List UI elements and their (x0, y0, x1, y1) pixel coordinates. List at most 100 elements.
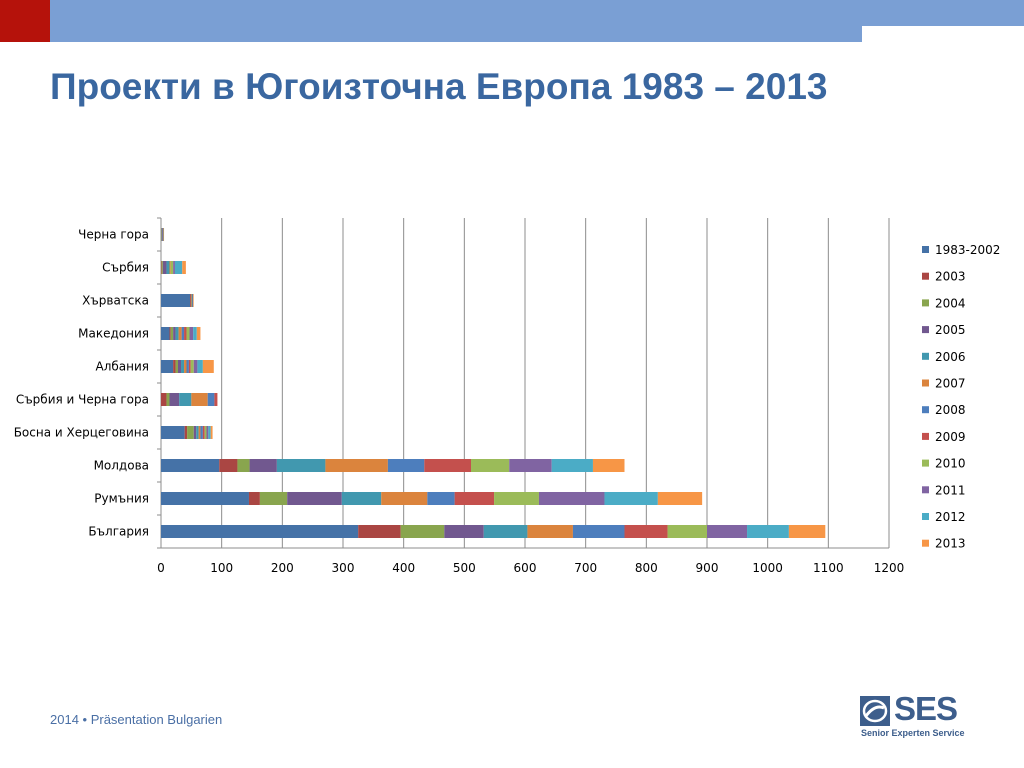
legend-swatch (922, 539, 929, 547)
bar-segment (187, 426, 194, 439)
bar-segment (173, 360, 176, 373)
legend-label: 2011 (935, 483, 966, 497)
bar-segment (162, 261, 167, 274)
legend-swatch (922, 432, 929, 440)
legend-label: 2004 (935, 296, 966, 310)
bar-segment (169, 261, 171, 274)
legend-swatch (922, 486, 929, 494)
bar-segment (193, 360, 198, 373)
bar-segment (166, 393, 170, 406)
bar-segment (170, 327, 174, 340)
bar-segment (188, 360, 191, 373)
legend-label: 2012 (935, 510, 966, 524)
stacked-bar-chart: 0 100 200 300 400 500 600 700 800 900 1000 1100 1200… (14, 217, 1000, 575)
bar-segment (276, 459, 326, 472)
bar-segment (454, 492, 495, 505)
bar-segment (747, 525, 789, 538)
bar-segment (190, 294, 192, 307)
bar-segment (170, 261, 174, 274)
bar-segment (657, 492, 703, 505)
bar-segment (707, 525, 748, 538)
x-tick-label: 600 (514, 561, 537, 575)
x-tick-label: 400 (392, 561, 415, 575)
bar-segment (527, 525, 573, 538)
bar-segment (191, 294, 193, 307)
x-tick-label: 900 (696, 561, 719, 575)
category-label: Албания (96, 360, 150, 374)
x-tick-label: 1100 (813, 561, 844, 575)
bar-segment (192, 294, 194, 307)
category-label: Сърбия и Черна гора (16, 393, 149, 407)
bar-segment (624, 525, 668, 538)
bar-segment (325, 459, 388, 472)
logo-emblem-icon (860, 696, 890, 726)
bar-segment (191, 393, 208, 406)
bar-segment (572, 525, 625, 538)
x-tick-label: 500 (453, 561, 476, 575)
bar-segment (387, 459, 425, 472)
legend-swatch (922, 272, 929, 280)
bar-segment (184, 360, 187, 373)
legend-label: 2003 (935, 270, 966, 284)
x-tick-label: 800 (635, 561, 658, 575)
x-tick-label: 300 (332, 561, 355, 575)
bar-segment (161, 228, 162, 241)
ses-logo: SES Senior Experten Service (860, 690, 980, 742)
legend-label: 2005 (935, 323, 966, 337)
x-tick-label: 700 (574, 561, 597, 575)
bar-segment (207, 393, 215, 406)
x-tick-label: 100 (210, 561, 233, 575)
bar-segment (178, 327, 182, 340)
bar-segment (237, 459, 250, 472)
legend-label: 2013 (935, 537, 966, 551)
bar-segment (181, 360, 185, 373)
bar-segment (494, 492, 539, 505)
bar-segment (186, 327, 190, 340)
legend-swatch (922, 406, 929, 414)
bar-segment (196, 426, 199, 439)
bar-segment (161, 492, 249, 505)
category-label: Хърватска (82, 294, 149, 308)
bar-segment (161, 261, 162, 274)
legend-swatch (922, 246, 929, 253)
bar-segment (161, 426, 185, 439)
bar-segment (177, 360, 182, 373)
slide-title: Проекти в Югоизточна Европа 1983 – 2013 (50, 66, 828, 107)
legend-swatch (922, 459, 929, 467)
bar-segment (287, 492, 342, 505)
bar-segment (161, 459, 220, 472)
legend-swatch (922, 513, 929, 520)
category-label: Сърбия (102, 261, 149, 275)
legend-swatch (922, 299, 929, 307)
bar-segment (161, 294, 191, 307)
bar-segment (193, 327, 197, 340)
bar-segment (667, 525, 707, 538)
bar-segment (400, 525, 445, 538)
bar-segment (208, 426, 211, 439)
bar-segment (538, 492, 605, 505)
bar-segment (341, 492, 382, 505)
bar-segment (214, 393, 218, 406)
legend-swatch (922, 326, 929, 334)
bar-segment (219, 459, 238, 472)
bar-segment (444, 525, 484, 538)
bar-segment (788, 525, 826, 538)
logo-wordmark: SES (894, 690, 958, 727)
legend-label: 2010 (935, 457, 966, 471)
bar-segment (161, 393, 167, 406)
bar-segment (202, 360, 214, 373)
bar-segment (193, 294, 194, 307)
bar-segment (161, 228, 163, 241)
bar-segment (161, 327, 170, 340)
x-tick-label: 1200 (874, 561, 905, 575)
bar-segment (248, 492, 260, 505)
category-label: Македония (78, 327, 149, 341)
bar-segment (169, 327, 171, 340)
bar-segment (202, 426, 205, 439)
bar-segment (592, 459, 625, 472)
bar-segment (162, 228, 164, 241)
bar-segment (206, 426, 209, 439)
legend-label: 2007 (935, 377, 966, 391)
top-bar (0, 0, 1024, 42)
bar-segment (169, 393, 180, 406)
